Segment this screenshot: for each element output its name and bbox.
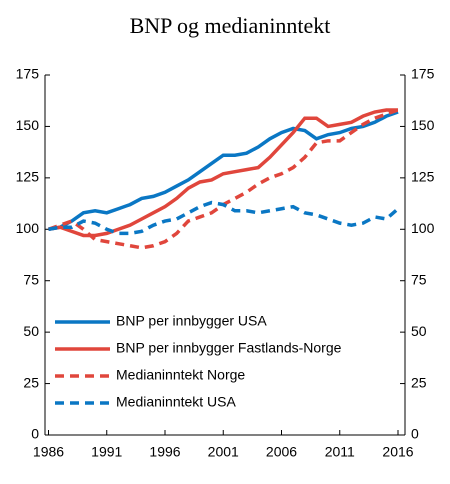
y-tick-label: 75: [23, 271, 39, 287]
y2-tick-label: 125: [411, 169, 435, 185]
y-tick-label: 100: [16, 220, 40, 236]
x-tick-label: 1991: [91, 444, 122, 460]
series-line: [48, 200, 400, 236]
x-tick-label: 1986: [33, 444, 64, 460]
legend-label: BNP per innbygger USA: [116, 313, 267, 329]
legend-label: Medianinntekt Norge: [116, 367, 245, 383]
series-line: [48, 110, 399, 232]
y2-tick-label: 50: [411, 323, 427, 339]
y-tick-label: 25: [23, 374, 39, 390]
y-tick-label: 0: [31, 426, 39, 442]
x-tick-label: 2001: [208, 444, 239, 460]
y-tick-label: 50: [23, 323, 39, 339]
x-tick-label: 2016: [382, 444, 413, 460]
legend-label: Medianinntekt USA: [116, 394, 237, 410]
y-tick-label: 175: [16, 66, 40, 82]
y2-tick-label: 150: [411, 117, 435, 133]
y-tick-label: 150: [16, 117, 40, 133]
y2-tick-label: 175: [411, 66, 435, 82]
legend-label: BNP per innbygger Fastlands-Norge: [116, 340, 342, 356]
x-tick-label: 2011: [325, 444, 355, 460]
y2-tick-label: 25: [411, 374, 427, 390]
y2-tick-label: 100: [411, 220, 435, 236]
y-tick-label: 125: [16, 169, 40, 185]
x-tick-label: 2006: [266, 444, 297, 460]
y2-tick-label: 75: [411, 271, 427, 287]
x-tick-label: 1996: [149, 444, 180, 460]
y2-tick-label: 0: [411, 426, 419, 442]
series-line: [48, 108, 399, 238]
chart-title: BNP og medianinntekt: [130, 13, 331, 38]
